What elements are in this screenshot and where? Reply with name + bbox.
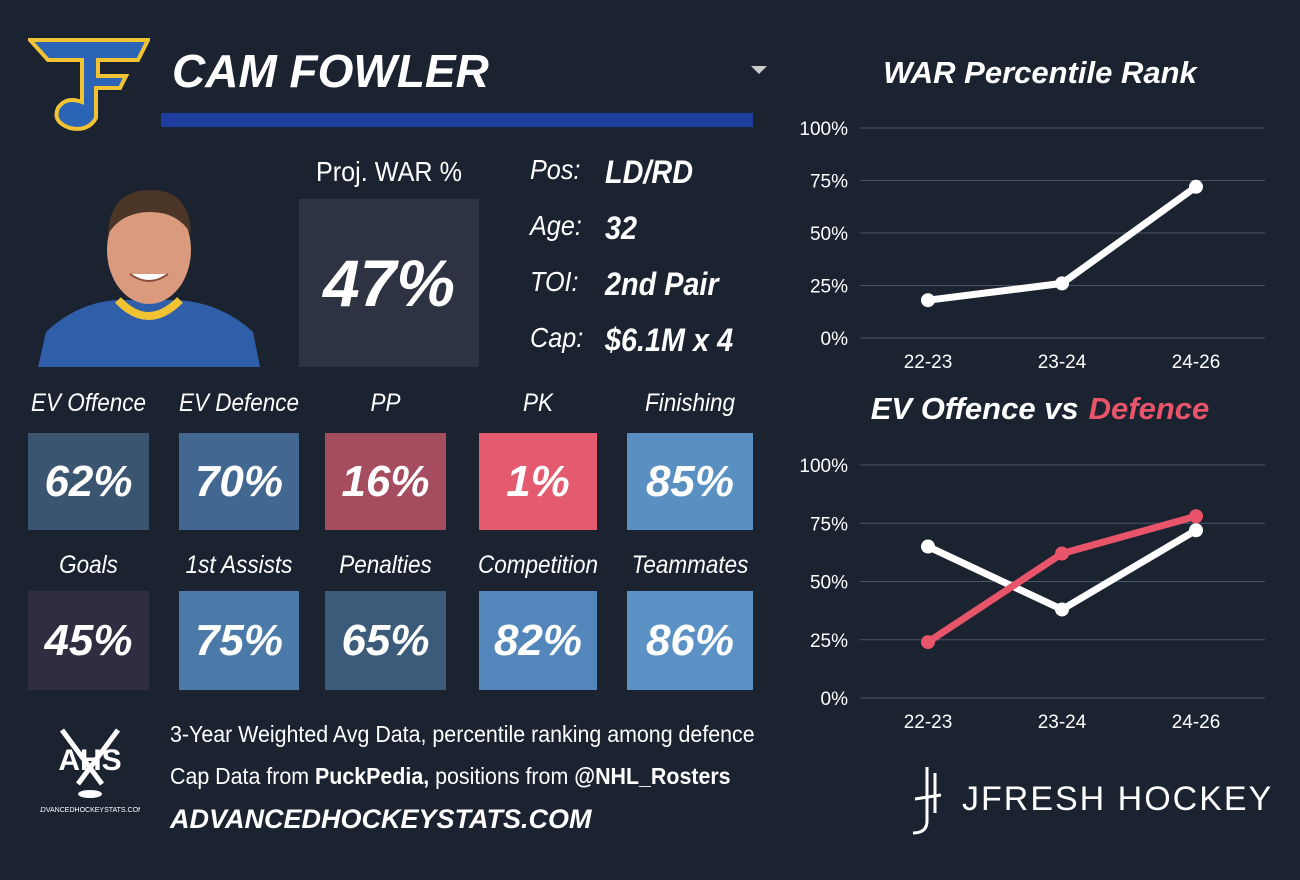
data-point (1055, 276, 1069, 291)
y-tick-label: 0% (821, 689, 849, 710)
stat-tile: 65% (325, 591, 446, 690)
y-tick-label: 75% (810, 172, 848, 193)
series-line (926, 512, 1197, 646)
data-point (1189, 179, 1203, 194)
data-point (1055, 602, 1069, 617)
ahs-logo-subtext: ADVANCEDHOCKEYSTATS.COM (40, 807, 140, 814)
y-tick-label: 25% (810, 631, 848, 652)
stat-tile: 45% (28, 591, 149, 690)
tile-label: PP (370, 389, 401, 417)
tile-label: 1st Assists (185, 551, 293, 579)
series-line (926, 527, 1198, 613)
x-tick-label: 24-26 (1172, 352, 1221, 373)
tile-label: Teammates (631, 551, 749, 579)
info-value: 2nd Pair (605, 266, 719, 302)
stat-tile: 16% (325, 433, 446, 530)
stat-tile: 62% (28, 433, 149, 530)
projection-value: 47% (299, 199, 479, 367)
tile-label: PK (522, 389, 554, 417)
data-point (1189, 523, 1203, 538)
y-tick-label: 50% (810, 573, 848, 594)
x-tick-label: 24-26 (1172, 712, 1221, 733)
tile-label: EV Defence (178, 389, 300, 417)
x-tick-label: 23-24 (1038, 712, 1087, 733)
team-logo (28, 38, 150, 131)
stat-tile: 1% (479, 433, 597, 530)
credit-text: positions from (435, 763, 569, 789)
player-name: CAM FOWLER (172, 45, 489, 97)
y-tick-label: 100% (799, 119, 848, 140)
data-point (1055, 546, 1069, 561)
dropdown-caret[interactable] (750, 64, 768, 76)
tile-label: Penalties (339, 551, 432, 579)
x-tick-label: 22-23 (904, 712, 953, 733)
stat-tile: 85% (627, 433, 753, 530)
info-value: LD/RD (605, 154, 693, 190)
info-value: 32 (605, 210, 638, 246)
info-value: $6.1M x 4 (605, 322, 734, 358)
y-tick-label: 50% (810, 224, 848, 245)
stat-tile: 86% (627, 591, 753, 690)
chart-title-part: Defence (1089, 391, 1210, 426)
name-underline (161, 113, 753, 127)
info-label: Pos: (530, 154, 581, 185)
tile-label: Competition (477, 551, 599, 579)
data-point (1189, 509, 1203, 524)
chart-title: EV Offence vs Defence (871, 391, 1210, 426)
brand: JFRESH HOCKEY (962, 780, 1274, 818)
ahs-logo-text: AHS (58, 744, 121, 777)
info-label: TOI: (530, 266, 579, 297)
player-photo (38, 190, 260, 367)
chart-title: WAR Percentile Rank (883, 55, 1198, 90)
footer-note: 3-Year Weighted Avg Data, percentile ran… (170, 721, 755, 747)
info-label: Age: (530, 210, 582, 241)
data-point (921, 539, 935, 554)
footer-credits: Cap Data from PuckPedia, positions from … (170, 763, 731, 790)
y-tick-label: 25% (810, 277, 848, 298)
info-label: Cap: (530, 322, 584, 353)
data-point (921, 635, 935, 650)
ahs-logo: AHS ADVANCEDHOCKEYSTATS.COM (40, 728, 140, 814)
credit-text: Cap Data from (170, 763, 310, 789)
tile-label: Goals (59, 551, 118, 579)
y-tick-label: 0% (821, 329, 849, 350)
jfresh-logo (912, 767, 942, 835)
x-tick-label: 23-24 (1038, 352, 1087, 373)
credit-source: @NHL_Rosters (574, 763, 731, 789)
tile-label: EV Offence (30, 389, 147, 417)
stat-tile: 70% (179, 433, 299, 530)
credit-source: PuckPedia, (315, 763, 430, 789)
projection-label: Proj. WAR % (315, 156, 463, 187)
y-tick-label: 75% (810, 514, 848, 535)
stat-tile: 82% (479, 591, 597, 690)
data-point (921, 293, 935, 308)
footer-site: ADVANCEDHOCKEYSTATS.COM (170, 804, 592, 834)
x-tick-label: 22-23 (904, 352, 953, 373)
stat-tile: 75% (179, 591, 299, 690)
tile-label: Finishing (644, 389, 736, 417)
chart-title-part: EV Offence vs (871, 391, 1079, 426)
y-tick-label: 100% (799, 456, 848, 477)
